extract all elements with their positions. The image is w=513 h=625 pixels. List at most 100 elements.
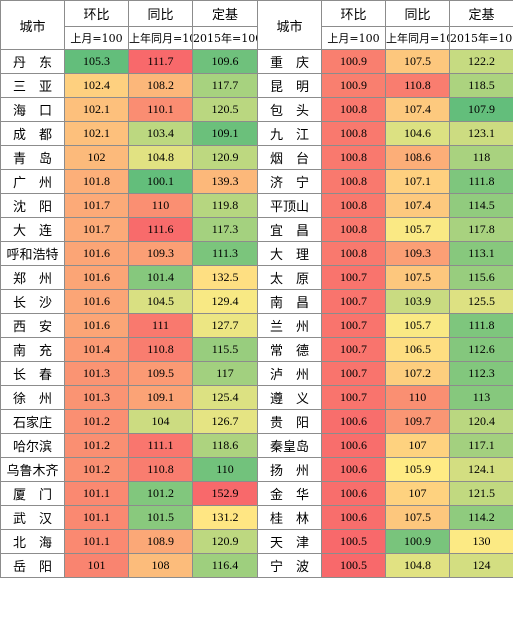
house-price-index-table: 城市 环比 同比 定基 城市 环比 同比 定基 上月=100 上年同月=100 … bbox=[0, 0, 513, 578]
base-value: 126.7 bbox=[192, 409, 258, 434]
table-row: 厦 门 101.1 101.2 152.9 金 华 100.6 107 121.5 bbox=[0, 481, 513, 506]
mom-value: 101.1 bbox=[64, 505, 129, 530]
yoy-value: 100.9 bbox=[385, 529, 450, 554]
mom-value: 100.6 bbox=[321, 433, 386, 458]
mom-value: 101.8 bbox=[64, 169, 129, 194]
city-name: 遵 义 bbox=[257, 385, 322, 410]
city-name: 北 海 bbox=[0, 529, 65, 554]
yoy-value: 110.8 bbox=[128, 337, 193, 362]
base-value: 131.2 bbox=[192, 505, 258, 530]
yoy-value: 111.1 bbox=[128, 433, 193, 458]
mom-value: 101.7 bbox=[64, 217, 129, 242]
yoy-value: 109.1 bbox=[128, 385, 193, 410]
base-value: 152.9 bbox=[192, 481, 258, 506]
yoy-value: 111.7 bbox=[128, 49, 193, 74]
table-row: 青 岛 102 104.8 120.9 烟 台 100.8 108.6 118 bbox=[0, 145, 513, 170]
base-value: 124.1 bbox=[449, 457, 513, 482]
city-name: 海 口 bbox=[0, 97, 65, 122]
mom-value: 100.7 bbox=[321, 289, 386, 314]
base-value: 132.5 bbox=[192, 265, 258, 290]
base-value: 119.8 bbox=[192, 193, 258, 218]
city-name: 长 沙 bbox=[0, 289, 65, 314]
city-name: 乌鲁木齐 bbox=[0, 457, 65, 482]
base-value: 109.1 bbox=[192, 121, 258, 146]
table-row: 大 连 101.7 111.6 117.3 宜 昌 100.8 105.7 117.8 bbox=[0, 217, 513, 242]
table-row: 长 沙 101.6 104.5 129.4 南 昌 100.7 103.9 125.5 bbox=[0, 289, 513, 314]
city-header-left: 城市 bbox=[0, 0, 65, 50]
mom-value: 100.5 bbox=[321, 529, 386, 554]
mom-value: 101.2 bbox=[64, 409, 129, 434]
base-header-left: 定基 bbox=[192, 0, 258, 27]
yoy-value: 108.9 bbox=[128, 529, 193, 554]
city-name: 成 都 bbox=[0, 121, 65, 146]
city-name: 哈尔滨 bbox=[0, 433, 65, 458]
yoy-value: 109.3 bbox=[385, 241, 450, 266]
city-name: 桂 林 bbox=[257, 505, 322, 530]
city-name: 平顶山 bbox=[257, 193, 322, 218]
yoy-value: 107 bbox=[385, 433, 450, 458]
city-name: 西 安 bbox=[0, 313, 65, 338]
mom-value: 101.2 bbox=[64, 457, 129, 482]
city-name: 烟 台 bbox=[257, 145, 322, 170]
mom-header-right: 环比 bbox=[321, 0, 386, 27]
base-value: 123.1 bbox=[449, 121, 513, 146]
city-name: 常 德 bbox=[257, 337, 322, 362]
table-row: 丹 东 105.3 111.7 109.6 重 庆 100.9 107.5 122.2 bbox=[0, 49, 513, 74]
city-name: 石家庄 bbox=[0, 409, 65, 434]
table-row: 三 亚 102.4 108.2 117.7 昆 明 100.9 110.8 118.5 bbox=[0, 73, 513, 98]
yoy-value: 108 bbox=[128, 553, 193, 578]
table-row: 乌鲁木齐 101.2 110.8 110 扬 州 100.6 105.9 124.1 bbox=[0, 457, 513, 482]
city-name: 沈 阳 bbox=[0, 193, 65, 218]
yoy-value: 109.5 bbox=[128, 361, 193, 386]
city-name: 长 春 bbox=[0, 361, 65, 386]
mom-value: 100.8 bbox=[321, 97, 386, 122]
city-name: 徐 州 bbox=[0, 385, 65, 410]
city-name: 三 亚 bbox=[0, 73, 65, 98]
mom-value: 101.6 bbox=[64, 241, 129, 266]
table-row: 南 充 101.4 110.8 115.5 常 德 100.7 106.5 112.6 bbox=[0, 337, 513, 362]
base-value: 111.8 bbox=[449, 169, 513, 194]
mom-value: 102.1 bbox=[64, 121, 129, 146]
yoy-header-left: 同比 bbox=[128, 0, 193, 27]
city-name: 秦皇岛 bbox=[257, 433, 322, 458]
mom-header-left: 环比 bbox=[64, 0, 129, 27]
mom-value: 100.5 bbox=[321, 553, 386, 578]
city-name: 太 原 bbox=[257, 265, 322, 290]
base-value: 112.6 bbox=[449, 337, 513, 362]
yoy-value: 105.7 bbox=[385, 217, 450, 242]
base-subheader-left: 2015年=100 bbox=[192, 26, 258, 50]
city-header-right: 城市 bbox=[257, 0, 322, 50]
city-name: 泸 州 bbox=[257, 361, 322, 386]
city-name: 呼和浩特 bbox=[0, 241, 65, 266]
base-header-right: 定基 bbox=[449, 0, 513, 27]
table-row: 海 口 102.1 110.1 120.5 包 头 100.8 107.4 107.9 bbox=[0, 97, 513, 122]
mom-subheader-left: 上月=100 bbox=[64, 26, 129, 50]
yoy-value: 105.7 bbox=[385, 313, 450, 338]
yoy-value: 111 bbox=[128, 313, 193, 338]
city-name: 南 充 bbox=[0, 337, 65, 362]
base-value: 120.5 bbox=[192, 97, 258, 122]
mom-value: 101.1 bbox=[64, 481, 129, 506]
base-value: 117.8 bbox=[449, 217, 513, 242]
yoy-value: 101.4 bbox=[128, 265, 193, 290]
yoy-subheader-left: 上年同月=100 bbox=[128, 26, 193, 50]
yoy-value: 103.4 bbox=[128, 121, 193, 146]
yoy-value: 108.6 bbox=[385, 145, 450, 170]
mom-subheader-right: 上月=100 bbox=[321, 26, 386, 50]
yoy-value: 107.5 bbox=[385, 49, 450, 74]
yoy-value: 106.5 bbox=[385, 337, 450, 362]
table-row: 广 州 101.8 100.1 139.3 济 宁 100.8 107.1 111.8 bbox=[0, 169, 513, 194]
table-row: 西 安 101.6 111 127.7 兰 州 100.7 105.7 111.8 bbox=[0, 313, 513, 338]
base-value: 118 bbox=[449, 145, 513, 170]
mom-value: 100.8 bbox=[321, 169, 386, 194]
yoy-value: 107.4 bbox=[385, 193, 450, 218]
yoy-value: 109.7 bbox=[385, 409, 450, 434]
city-name: 南 昌 bbox=[257, 289, 322, 314]
city-name: 九 江 bbox=[257, 121, 322, 146]
base-value: 120.9 bbox=[192, 529, 258, 554]
table-row: 哈尔滨 101.2 111.1 118.6 秦皇岛 100.6 107 117.1 bbox=[0, 433, 513, 458]
base-value: 115.5 bbox=[192, 337, 258, 362]
table-row: 成 都 102.1 103.4 109.1 九 江 100.8 104.6 123.1 bbox=[0, 121, 513, 146]
base-value: 118.6 bbox=[192, 433, 258, 458]
base-value: 113.1 bbox=[449, 241, 513, 266]
